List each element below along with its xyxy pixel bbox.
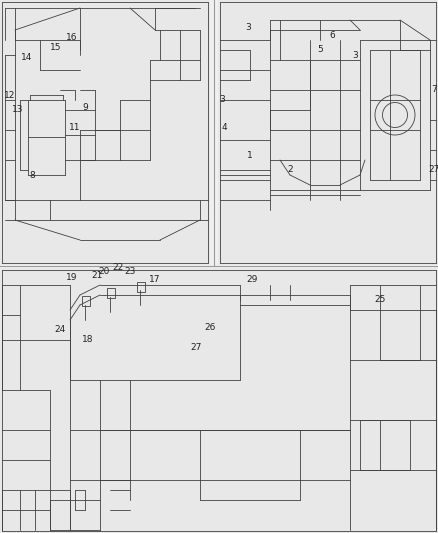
Text: 25: 25 <box>374 295 386 304</box>
Text: 26: 26 <box>204 324 215 333</box>
Bar <box>137 282 145 292</box>
Text: 23: 23 <box>124 268 136 277</box>
Text: 27: 27 <box>191 343 201 352</box>
Text: 17: 17 <box>149 276 161 285</box>
Text: 6: 6 <box>329 31 335 41</box>
Text: 1: 1 <box>247 150 253 159</box>
Text: 3: 3 <box>352 51 358 60</box>
Text: 19: 19 <box>66 273 78 282</box>
Text: 27: 27 <box>428 166 438 174</box>
Text: 11: 11 <box>69 124 81 133</box>
Text: 22: 22 <box>113 263 124 272</box>
Text: 13: 13 <box>12 106 24 115</box>
Bar <box>0 268 438 533</box>
Text: 18: 18 <box>82 335 94 344</box>
Bar <box>107 288 115 298</box>
Text: 4: 4 <box>221 124 227 133</box>
Bar <box>82 296 90 306</box>
Text: 3: 3 <box>245 23 251 33</box>
Text: 2: 2 <box>287 166 293 174</box>
Text: 9: 9 <box>82 103 88 112</box>
Text: 29: 29 <box>246 276 258 285</box>
Text: 15: 15 <box>50 43 62 52</box>
Bar <box>0 0 210 265</box>
Text: 21: 21 <box>91 271 102 280</box>
Text: 7: 7 <box>431 85 437 94</box>
Text: 8: 8 <box>29 171 35 180</box>
Text: 3: 3 <box>219 95 225 104</box>
Text: 20: 20 <box>98 268 110 277</box>
Text: 24: 24 <box>54 326 66 335</box>
Text: 5: 5 <box>317 45 323 54</box>
Text: 12: 12 <box>4 91 16 100</box>
Text: 14: 14 <box>21 53 33 62</box>
Bar <box>218 0 438 265</box>
Text: 16: 16 <box>66 34 78 43</box>
